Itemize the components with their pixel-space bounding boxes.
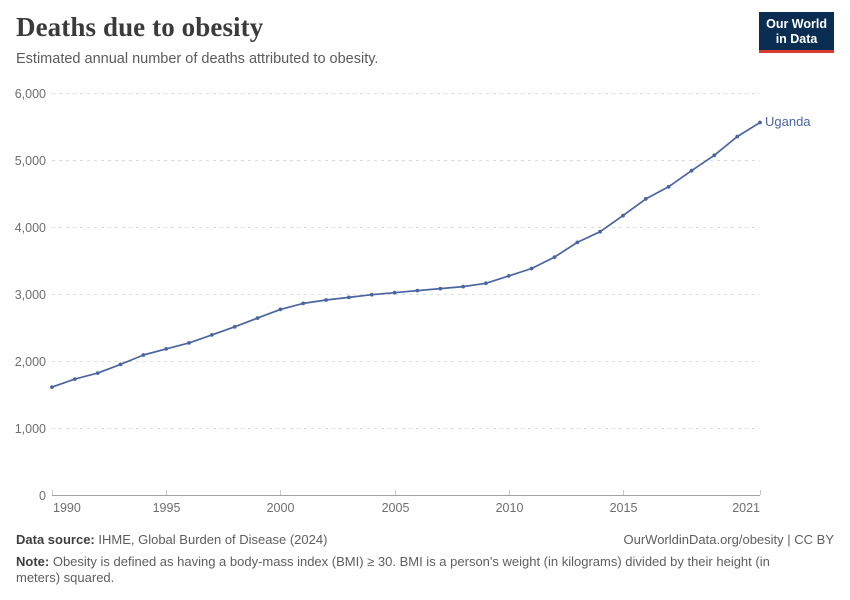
data-point[interactable] [210, 333, 214, 337]
data-point[interactable] [301, 301, 306, 306]
data-point[interactable] [484, 281, 488, 286]
uganda-line[interactable] [51, 121, 761, 388]
data-point[interactable] [529, 266, 534, 271]
data-point[interactable] [141, 353, 146, 357]
data-point[interactable] [369, 292, 374, 297]
x-tick-label: 1990 [53, 501, 81, 515]
data-point[interactable] [324, 298, 328, 302]
y-tick-label: 5,000 [15, 154, 46, 168]
data-point[interactable] [666, 184, 671, 189]
data-source: Data source: IHME, Global Burden of Dise… [16, 532, 327, 547]
y-tick-label: 0 [39, 489, 46, 503]
data-point[interactable] [712, 153, 717, 158]
owid-logo-line2: in Data [775, 31, 818, 46]
data-point[interactable] [598, 229, 602, 234]
data-point[interactable] [506, 274, 511, 278]
data-point[interactable] [575, 240, 580, 245]
data-point[interactable] [461, 284, 465, 289]
data-point[interactable] [278, 307, 283, 312]
owid-logo-line1: Our World [766, 17, 827, 31]
data-source-label: Data source: [16, 532, 95, 547]
data-point[interactable] [347, 295, 351, 300]
y-tick-label: 1,000 [15, 422, 46, 436]
x-tick-label: 2015 [610, 501, 638, 515]
series-label-uganda: Uganda [765, 114, 811, 129]
data-point[interactable] [621, 213, 625, 218]
data-source-value: IHME, Global Burden of Disease (2024) [98, 532, 328, 547]
y-tick-label: 4,000 [15, 221, 46, 235]
footer-row: Data source: IHME, Global Burden of Dise… [16, 532, 834, 547]
data-point[interactable] [118, 362, 123, 367]
data-point[interactable] [232, 324, 237, 329]
footer-note: Note: Obesity is defined as having a bod… [16, 554, 808, 587]
y-tick-label: 6,000 [15, 87, 46, 101]
owid-logo: Our World in Data [759, 12, 834, 53]
page-title: Deaths due to obesity [16, 12, 264, 42]
data-point[interactable] [50, 385, 54, 389]
data-point[interactable] [415, 288, 420, 293]
footer-note-value: Obesity is defined as having a body-mass… [16, 554, 770, 586]
data-point[interactable] [72, 377, 77, 381]
data-point[interactable] [392, 290, 397, 295]
chart-subtitle: Estimated annual number of deaths attrib… [16, 51, 379, 67]
data-point[interactable] [758, 120, 762, 125]
y-tick-label: 2,000 [15, 355, 46, 369]
data-point[interactable] [164, 347, 169, 351]
y-tick-label: 3,000 [15, 288, 46, 302]
x-tick-label: 2005 [382, 501, 410, 515]
data-point[interactable] [689, 168, 694, 173]
footer-note-label: Note: [16, 554, 50, 569]
data-point[interactable] [255, 316, 260, 320]
x-tick-label: 2021 [732, 501, 760, 515]
x-tick-label: 2000 [267, 501, 295, 515]
x-tick-label: 2010 [496, 501, 524, 515]
data-point[interactable] [438, 286, 443, 291]
data-point[interactable] [643, 197, 648, 201]
x-tick-label: 1995 [153, 501, 181, 515]
data-point[interactable] [552, 255, 557, 259]
data-point[interactable] [187, 341, 191, 345]
data-point[interactable] [735, 134, 740, 139]
data-point[interactable] [95, 371, 100, 375]
license-link[interactable]: OurWorldinData.org/obesity | CC BY [623, 532, 835, 547]
